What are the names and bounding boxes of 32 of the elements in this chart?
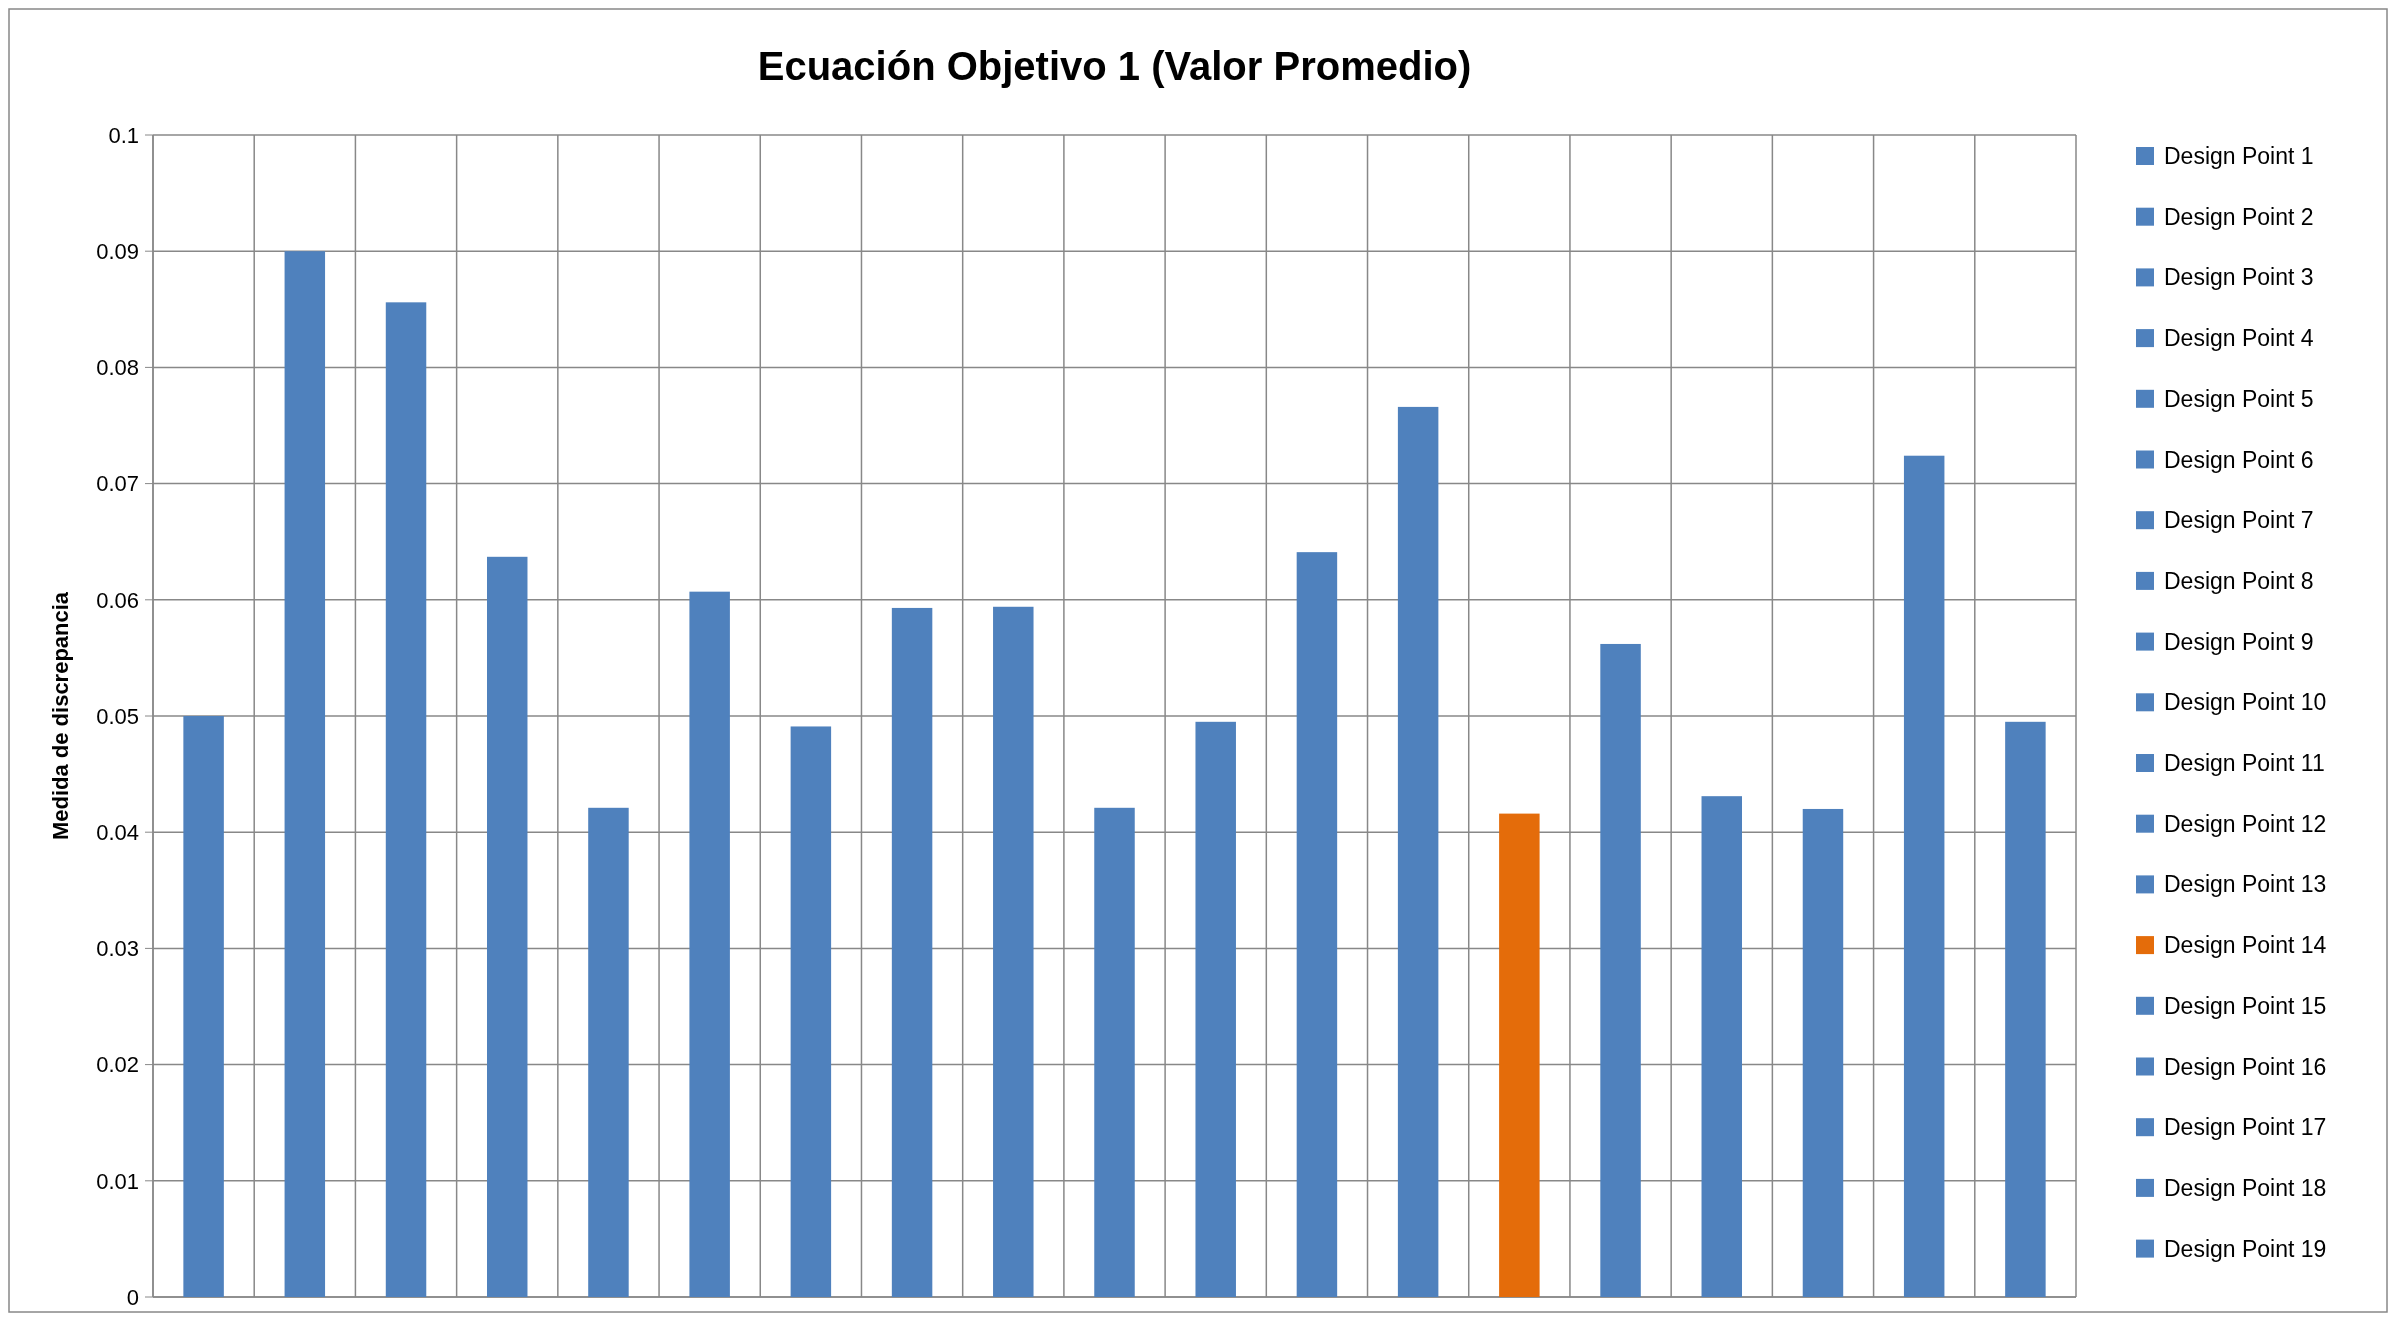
legend-label: Design Point 7 — [2164, 507, 2314, 534]
y-tick-label: 0.07 — [96, 471, 139, 497]
legend-label: Design Point 3 — [2164, 264, 2314, 291]
y-tick-label: 0.03 — [96, 936, 139, 962]
legend-label: Design Point 10 — [2164, 689, 2327, 716]
legend-label: Design Point 11 — [2164, 750, 2325, 777]
legend-label: Design Point 2 — [2164, 203, 2314, 230]
chart-title: Ecuación Objetivo 1 (Valor Promedio) — [757, 44, 1472, 88]
legend-label: Design Point 16 — [2164, 1053, 2327, 1080]
y-tick-label: 0.05 — [96, 703, 139, 729]
legend-label: Design Point 13 — [2164, 871, 2327, 898]
y-axis-title: Medida de discrepancia — [48, 591, 73, 841]
y-tick-label: 0 — [126, 1284, 139, 1310]
y-tick-label: 0.01 — [96, 1168, 139, 1194]
legend-label: Design Point 12 — [2164, 810, 2327, 837]
y-tick-label: 0.04 — [96, 819, 139, 845]
legend-label: Design Point 14 — [2164, 932, 2327, 959]
legend-label: Design Point 9 — [2164, 628, 2314, 655]
legend-label: Design Point 5 — [2164, 385, 2314, 412]
y-tick-label: 0.06 — [96, 587, 139, 613]
y-tick-label: 0.08 — [96, 355, 139, 381]
legend-label: Design Point 18 — [2164, 1174, 2327, 1201]
legend-label: Design Point 15 — [2164, 992, 2327, 1019]
legend-label: Design Point 1 — [2164, 143, 2314, 170]
y-tick-label: 0.1 — [108, 122, 139, 148]
legend-label: Design Point 4 — [2164, 325, 2314, 352]
legend-label: Design Point 19 — [2164, 1235, 2327, 1262]
y-tick-label: 0.02 — [96, 1052, 139, 1078]
legend-label: Design Point 17 — [2164, 1114, 2327, 1141]
y-tick-label: 0.09 — [96, 238, 139, 264]
legend-label: Design Point 6 — [2164, 446, 2314, 473]
legend-label: Design Point 8 — [2164, 567, 2314, 594]
